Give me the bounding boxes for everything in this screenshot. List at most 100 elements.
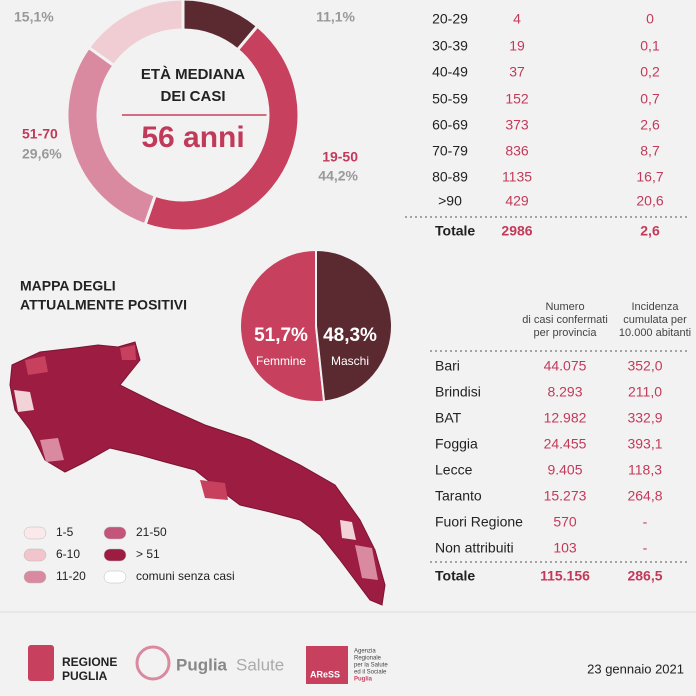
table-header: per provincia [534, 327, 598, 339]
table-cell: >90 [438, 193, 462, 209]
table-header: Numero [545, 301, 584, 313]
table-cell: 50-59 [432, 91, 468, 107]
table-cell: Non attribuiti [435, 540, 514, 556]
legend-label: 21-50 [136, 525, 167, 539]
legend-swatch [23, 548, 47, 562]
table-cell: 80-89 [432, 169, 468, 185]
table-total: Totale [435, 223, 475, 239]
legend-swatch [103, 548, 127, 562]
donut-label: 0-18 [327, 0, 355, 1]
logo-text: ed il Sociale [354, 670, 387, 676]
table-cell: Lecce [435, 462, 473, 478]
table-cell: 8.293 [547, 384, 582, 400]
table-cell: 118,3 [628, 462, 662, 478]
table-total: Totale [435, 568, 475, 584]
table-cell: Fuori Regione [435, 514, 523, 530]
donut-segment [143, 23, 301, 233]
table-cell: 40-49 [432, 64, 468, 80]
logo-text: Regionale [354, 656, 382, 662]
donut-title: ETÀ MEDIANA [141, 66, 245, 83]
logo-icon [135, 645, 171, 681]
table-cell: 0,1 [640, 38, 660, 54]
legend-swatch [23, 526, 47, 540]
logo-text: per la Salute [354, 663, 388, 669]
logo-icon [28, 645, 54, 681]
table-cell: 570 [553, 514, 577, 530]
table-cell: 9.405 [547, 462, 582, 478]
date: 23 gennaio 2021 [587, 661, 684, 676]
table-header: 10.000 abitanti [619, 327, 691, 339]
table-cell: 37 [509, 64, 525, 80]
table-total: 2,6 [640, 223, 660, 239]
legend-swatch [23, 570, 47, 584]
table-total: 2986 [501, 223, 532, 239]
pie-segment [315, 248, 393, 403]
donut-value: 44,2% [318, 168, 358, 184]
donut-value: 11,1% [316, 9, 355, 25]
table-cell: Bari [435, 358, 460, 374]
legend-label: comuni senza casi [136, 569, 235, 583]
logo-text: Agenzia [354, 649, 376, 655]
table-cell: 44.075 [544, 358, 587, 374]
map [9, 341, 386, 606]
map-title: ATTUALMENTE POSITIVI [20, 297, 187, 313]
table-cell: 4 [513, 11, 521, 27]
logo-text: Puglia [354, 677, 373, 683]
table-cell: 0 [646, 11, 654, 27]
table-cell: 264,8 [627, 488, 662, 504]
logo-text: PUGLIA [62, 669, 108, 683]
table-cell: 373 [505, 117, 529, 133]
donut-value: 29,6% [22, 146, 62, 162]
logo-icon [306, 646, 348, 684]
legend-swatch [103, 570, 127, 584]
legend-label: > 51 [136, 547, 160, 561]
table-cell: 332,9 [627, 410, 662, 426]
table-cell: 352,0 [627, 358, 662, 374]
logo-text: AReSS [310, 669, 340, 679]
table-total: 286,5 [627, 568, 662, 584]
donut-value: 15,1% [14, 9, 54, 25]
table-cell: 429 [505, 193, 529, 209]
table-header: cumulata per [623, 314, 687, 326]
pie-label: Maschi [331, 354, 369, 368]
table-cell: BAT [435, 410, 462, 426]
logo-text: Salute [236, 655, 284, 674]
pie-value: 51,7% [254, 325, 308, 346]
map-title: MAPPA DEGLI [20, 278, 116, 294]
table-cell: 0,7 [640, 91, 660, 107]
pie-label: Femmine [256, 354, 306, 368]
donut-label: >70 [14, 0, 38, 1]
table-cell: 24.455 [544, 436, 587, 452]
table-cell: 19 [509, 38, 525, 54]
table-cell: 152 [505, 91, 529, 107]
table-cell: 211,0 [628, 384, 662, 400]
legend-label: 1-5 [56, 525, 74, 539]
table-cell: Brindisi [435, 384, 481, 400]
table-cell: 20-29 [432, 11, 468, 27]
table-cell: 836 [505, 143, 529, 159]
table-cell: 20,6 [636, 193, 663, 209]
table-cell: 103 [553, 540, 577, 556]
table-cell: 0,2 [640, 64, 660, 80]
donut-label: 19-50 [322, 149, 358, 165]
table-cell: 12.982 [544, 410, 587, 426]
median: 56 anni [141, 121, 244, 154]
table-total: 115.156 [540, 568, 590, 584]
pie-value: 48,3% [323, 325, 377, 346]
legend-swatch [103, 526, 127, 540]
table-cell: - [643, 540, 648, 556]
legend-label: 6-10 [56, 547, 80, 561]
table-cell: Foggia [435, 436, 478, 452]
table-cell: 15.273 [544, 488, 587, 504]
table-cell: 8,7 [640, 143, 660, 159]
table-cell: Taranto [435, 488, 482, 504]
table-header: di casi confermati [522, 314, 608, 326]
table-cell: - [643, 514, 648, 530]
table-header: Incidenza [631, 301, 679, 313]
table-cell: 2,6 [640, 117, 660, 133]
donut-segment [86, 0, 185, 68]
table-cell: 60-69 [432, 117, 468, 133]
table-cell: 16,7 [636, 169, 663, 185]
legend-label: 11-20 [56, 569, 86, 583]
